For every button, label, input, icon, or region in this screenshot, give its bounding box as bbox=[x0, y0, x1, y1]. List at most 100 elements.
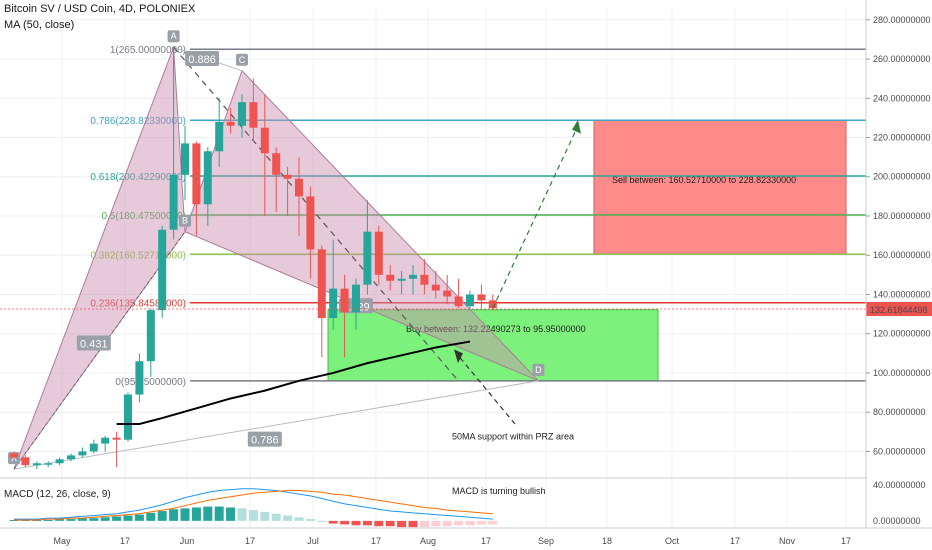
ratio-badge: 0.786 bbox=[247, 431, 282, 447]
ratio-badge-box bbox=[247, 431, 282, 447]
candle bbox=[135, 353, 144, 403]
pattern-point-c: C bbox=[236, 53, 248, 66]
macd-histogram-bar bbox=[328, 520, 338, 524]
pattern-point-b: B bbox=[179, 214, 191, 227]
candle-body bbox=[420, 274, 429, 285]
candle bbox=[420, 259, 429, 295]
candle-body bbox=[397, 278, 406, 281]
candle-body bbox=[89, 443, 98, 452]
candle-body bbox=[78, 451, 87, 456]
macd-histogram-bar bbox=[112, 516, 122, 521]
candle bbox=[397, 270, 406, 295]
candle-body bbox=[135, 361, 144, 395]
ma-support-arrow-head bbox=[454, 349, 463, 364]
candle-body bbox=[363, 231, 372, 285]
candle-body bbox=[272, 153, 281, 175]
chart-symbol-title: Bitcoin SV / USD Coin, 4D, POLONIEX bbox=[4, 3, 196, 15]
macd-histogram-bar bbox=[271, 513, 281, 521]
ratio-badge-label: 0.786 bbox=[251, 435, 279, 447]
macd-histogram-bar bbox=[134, 514, 144, 521]
macd-histogram-bar bbox=[340, 520, 350, 525]
candle bbox=[203, 147, 212, 226]
candle bbox=[386, 265, 395, 291]
pattern-point-label: B bbox=[182, 216, 188, 226]
ratio-badge-label: 0.886 bbox=[188, 54, 216, 66]
candle bbox=[329, 239, 338, 330]
candle-body bbox=[146, 310, 155, 362]
candle bbox=[306, 186, 315, 279]
macd-histogram-bar bbox=[43, 519, 53, 521]
candle-body bbox=[192, 143, 201, 205]
candle bbox=[340, 274, 349, 358]
macd-histogram-bar bbox=[454, 520, 464, 526]
macd-histogram-bar bbox=[408, 520, 418, 528]
macd-histogram-bar bbox=[66, 519, 76, 521]
candle-body bbox=[340, 288, 349, 313]
pattern-point-badge bbox=[179, 214, 191, 227]
candle-body bbox=[260, 127, 269, 154]
macd-histogram-bar bbox=[248, 510, 258, 521]
buy-zone-label: Buy between: 132.22490273 to 95.95000000 bbox=[406, 324, 586, 334]
y-tick-label: 260.00000000 bbox=[873, 54, 931, 64]
candle-body bbox=[386, 274, 395, 281]
y-tick-label: 280.00000000 bbox=[873, 15, 931, 25]
pattern-point-label: C bbox=[239, 55, 246, 65]
macd-histogram-bar bbox=[294, 517, 304, 521]
candle-body bbox=[44, 463, 53, 465]
candle bbox=[249, 78, 258, 142]
x-tick-label: Sep bbox=[538, 536, 554, 546]
macd-histogram-bar bbox=[77, 518, 87, 521]
x-tick-label: 17 bbox=[841, 536, 851, 546]
macd-histogram-bar bbox=[385, 520, 395, 527]
candle-body bbox=[32, 463, 41, 466]
candle-body bbox=[124, 394, 132, 440]
candle bbox=[226, 108, 235, 134]
candle bbox=[112, 431, 121, 468]
fib-level-label: 0.236(135.84580000) bbox=[90, 299, 186, 310]
candle bbox=[101, 435, 110, 452]
candle bbox=[260, 94, 269, 216]
candle bbox=[21, 455, 30, 468]
candle-body bbox=[488, 300, 497, 309]
macd-histogram-bar bbox=[431, 520, 441, 527]
candle-body bbox=[215, 121, 224, 152]
candle-body bbox=[67, 455, 75, 460]
candle-body bbox=[317, 249, 326, 319]
x-tick-label: 17 bbox=[371, 536, 381, 546]
macd-y-tick-label: 0.00000000 bbox=[873, 516, 921, 526]
pattern-point-badge bbox=[532, 363, 545, 376]
candle-body bbox=[101, 437, 110, 444]
macd-histogram-bar bbox=[123, 515, 133, 521]
pattern-xd-line bbox=[13, 380, 539, 470]
macd-y-tick-label: 40.00000000 bbox=[873, 480, 926, 490]
candle bbox=[374, 225, 383, 285]
candle-body bbox=[329, 288, 338, 319]
y-tick-label: 100.00000000 bbox=[873, 368, 931, 378]
candle-body bbox=[477, 294, 486, 301]
candle bbox=[169, 47, 178, 240]
candle-body bbox=[55, 459, 64, 464]
candle-body bbox=[226, 121, 235, 126]
pattern-point-label: A bbox=[171, 31, 177, 41]
x-tick-label: 17 bbox=[481, 536, 491, 546]
candle-body bbox=[443, 290, 452, 297]
candle bbox=[431, 270, 440, 299]
candle bbox=[215, 98, 224, 167]
candle-body bbox=[295, 178, 303, 197]
macd-histogram-bar bbox=[305, 519, 315, 521]
macd-histogram-bar bbox=[351, 520, 361, 526]
candle bbox=[352, 278, 360, 330]
fib-level-label: 0.382(160.52710000) bbox=[90, 250, 186, 261]
candle-body bbox=[431, 284, 440, 291]
candle-body bbox=[181, 143, 189, 175]
ratio-badge-label: 0.431 bbox=[80, 339, 108, 351]
x-tick-label: Jul bbox=[307, 536, 319, 546]
target-dashed-arrow bbox=[492, 125, 579, 309]
pattern-point-d: D bbox=[532, 363, 545, 376]
candle bbox=[10, 451, 18, 460]
candle bbox=[44, 461, 53, 468]
x-tick-label: May bbox=[53, 536, 71, 546]
candle bbox=[158, 225, 167, 319]
x-tick-label: Aug bbox=[420, 536, 436, 546]
